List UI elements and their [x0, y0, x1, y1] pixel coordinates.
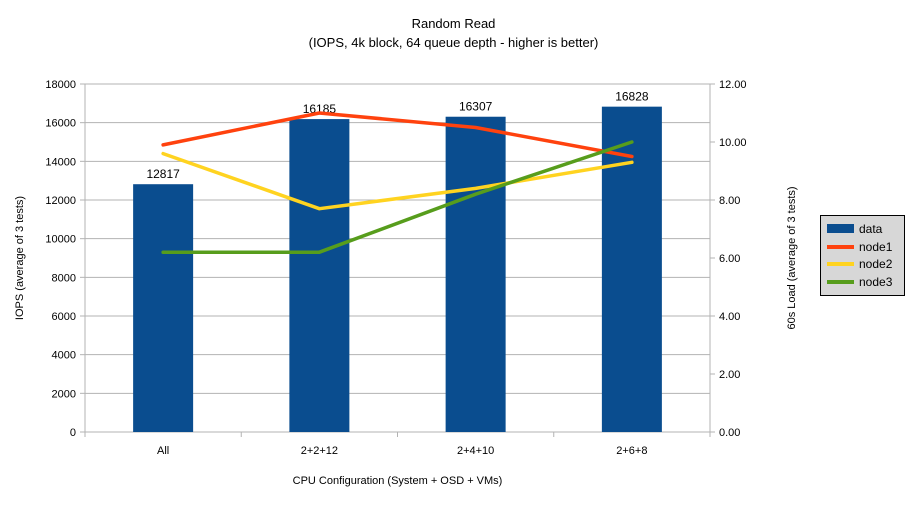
bar-2+4+10: [445, 116, 506, 433]
x-category-label: 2+4+10: [457, 445, 494, 457]
y-left-tick-label: 10000: [45, 234, 76, 246]
legend-label: node2: [859, 257, 893, 272]
bar-value-label: 16307: [459, 100, 493, 114]
bar-value-label: 12817: [146, 167, 180, 181]
chart-title-block: Random Read (IOPS, 4k block, 64 queue de…: [0, 14, 907, 52]
line-node2: [161, 151, 634, 211]
y-left-tick-label: 4000: [52, 350, 76, 362]
legend-label: data: [859, 221, 883, 236]
legend-swatch-data: [827, 224, 854, 234]
x-category-label: 2+2+12: [301, 445, 338, 457]
bar-2+2+12: [289, 119, 350, 432]
y-left-tick-label: 0: [70, 427, 76, 439]
y-right-tick-label: 8.00: [719, 195, 740, 207]
y-right-tick-label: 2.00: [719, 369, 740, 381]
x-axis-title: CPU Configuration (System + OSD + VMs): [292, 475, 503, 487]
bar-All: [133, 184, 194, 432]
legend-item-node3: node3: [827, 275, 898, 289]
line-node3: [161, 140, 634, 254]
chart-title: Random Read: [411, 16, 496, 31]
y-axis-title-left: IOPS (average of 3 tests): [14, 195, 26, 321]
legend: data node1 node2 node3: [820, 215, 905, 296]
y-left-tick-label: 6000: [52, 311, 76, 323]
legend-item-node2: node2: [827, 257, 898, 271]
line-node1: [161, 111, 634, 159]
y-right-tick-label: 4.00: [719, 311, 740, 323]
y-right-tick-label: 6.00: [719, 253, 740, 265]
y-left-tick-label: 8000: [52, 272, 76, 284]
legend-item-data: data: [827, 222, 898, 236]
y-axis-title-right: 60s Load (average of 3 tests): [786, 186, 798, 330]
legend-label: node1: [859, 239, 893, 254]
bar-value-label: 16828: [615, 90, 649, 104]
legend-label: node3: [859, 275, 893, 290]
legend-swatch-node3: [827, 280, 854, 285]
y-right-tick-label: 0.00: [719, 427, 740, 439]
x-category-label: 2+6+8: [616, 445, 647, 457]
y-right-tick-label: 12.00: [719, 79, 747, 91]
chart-subtitle: (IOPS, 4k block, 64 queue depth - higher…: [308, 35, 599, 50]
y-left-tick-label: 12000: [45, 195, 76, 207]
y-left-tick-label: 18000: [45, 79, 76, 91]
legend-item-node1: node1: [827, 240, 898, 254]
legend-swatch-node1: [827, 244, 854, 249]
x-category-label: All: [157, 445, 169, 457]
y-right-tick-label: 10.00: [719, 137, 747, 149]
y-left-tick-label: 14000: [45, 156, 76, 168]
y-left-tick-label: 16000: [45, 118, 76, 130]
legend-swatch-node2: [827, 262, 854, 267]
y-left-tick-label: 2000: [52, 388, 76, 400]
